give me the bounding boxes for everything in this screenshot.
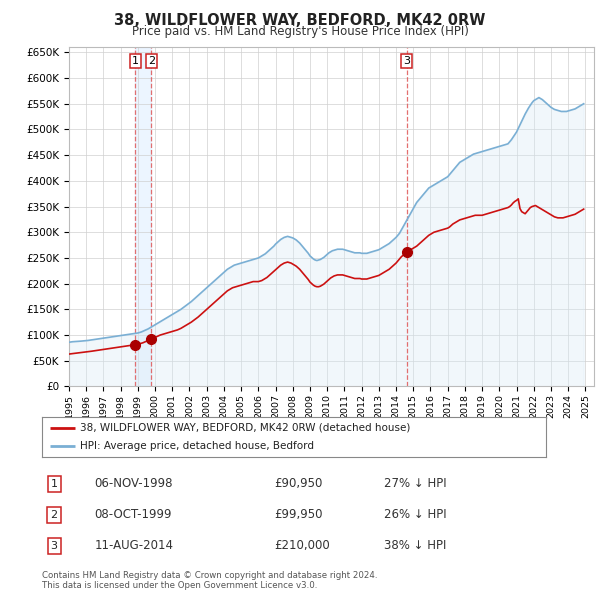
Text: 11-AUG-2014: 11-AUG-2014	[94, 539, 173, 552]
Text: 3: 3	[50, 541, 58, 550]
Text: 2: 2	[148, 55, 155, 65]
Text: HPI: Average price, detached house, Bedford: HPI: Average price, detached house, Bedf…	[80, 441, 314, 451]
Text: 38, WILDFLOWER WAY, BEDFORD, MK42 0RW (detached house): 38, WILDFLOWER WAY, BEDFORD, MK42 0RW (d…	[80, 423, 410, 433]
Text: 27% ↓ HPI: 27% ↓ HPI	[384, 477, 447, 490]
Text: £210,000: £210,000	[274, 539, 329, 552]
Text: 06-NOV-1998: 06-NOV-1998	[94, 477, 173, 490]
Text: 38% ↓ HPI: 38% ↓ HPI	[384, 539, 446, 552]
Text: 26% ↓ HPI: 26% ↓ HPI	[384, 508, 447, 522]
Text: 38, WILDFLOWER WAY, BEDFORD, MK42 0RW: 38, WILDFLOWER WAY, BEDFORD, MK42 0RW	[115, 13, 485, 28]
Text: £90,950: £90,950	[274, 477, 322, 490]
Text: £99,950: £99,950	[274, 508, 322, 522]
Text: 1: 1	[131, 55, 139, 65]
Text: Contains HM Land Registry data © Crown copyright and database right 2024.
This d: Contains HM Land Registry data © Crown c…	[42, 571, 377, 590]
Text: Price paid vs. HM Land Registry's House Price Index (HPI): Price paid vs. HM Land Registry's House …	[131, 25, 469, 38]
Text: 3: 3	[403, 55, 410, 65]
Bar	[135, 47, 151, 386]
Text: 08-OCT-1999: 08-OCT-1999	[94, 508, 172, 522]
Text: 2: 2	[50, 510, 58, 520]
Text: 1: 1	[50, 479, 58, 489]
